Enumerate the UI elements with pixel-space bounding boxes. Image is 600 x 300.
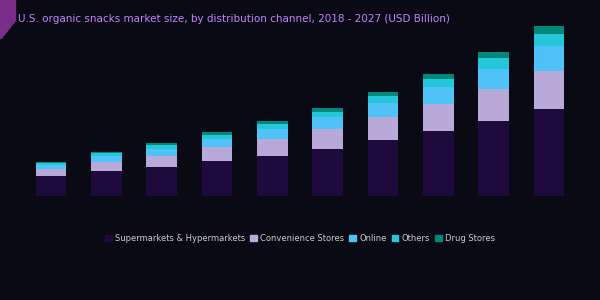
Bar	[202, 161, 232, 196]
Bar	[478, 58, 509, 69]
Bar	[423, 87, 454, 104]
Bar	[313, 148, 343, 196]
Bar	[368, 92, 398, 96]
Polygon shape	[0, 0, 15, 39]
Bar	[478, 52, 509, 58]
Bar	[257, 155, 287, 196]
Bar	[257, 129, 287, 139]
Bar	[91, 162, 122, 171]
Bar	[146, 143, 177, 145]
Bar	[202, 132, 232, 135]
Legend: Supermarkets & Hypermarkets, Convenience Stores, Online, Others, Drug Stores: Supermarkets & Hypermarkets, Convenience…	[101, 230, 499, 246]
Bar	[36, 163, 66, 165]
Bar	[478, 89, 509, 121]
Bar	[91, 156, 122, 162]
Bar	[423, 79, 454, 87]
Bar	[423, 131, 454, 196]
Bar	[313, 117, 343, 129]
Bar	[313, 129, 343, 148]
Bar	[423, 104, 454, 131]
Bar	[313, 112, 343, 117]
Bar	[202, 139, 232, 147]
Bar	[202, 135, 232, 139]
Bar	[478, 121, 509, 196]
Bar	[257, 124, 287, 129]
Bar	[478, 69, 509, 89]
Bar	[91, 171, 122, 196]
Bar	[36, 176, 66, 196]
Bar	[202, 147, 232, 161]
Bar	[91, 153, 122, 156]
Bar	[534, 34, 564, 46]
Bar	[36, 162, 66, 163]
Bar	[534, 109, 564, 196]
Bar	[368, 103, 398, 117]
Bar	[534, 46, 564, 71]
Bar	[423, 74, 454, 79]
Bar	[313, 108, 343, 112]
Bar	[146, 145, 177, 148]
Bar	[368, 96, 398, 103]
Bar	[257, 139, 287, 155]
Bar	[257, 122, 287, 124]
Bar	[91, 152, 122, 153]
Text: U.S. organic snacks market size, by distribution channel, 2018 - 2027 (USD Billi: U.S. organic snacks market size, by dist…	[18, 14, 450, 25]
Bar	[146, 167, 177, 196]
Bar	[36, 169, 66, 176]
Bar	[146, 155, 177, 167]
Bar	[368, 117, 398, 140]
Bar	[534, 71, 564, 109]
Bar	[534, 26, 564, 34]
Bar	[146, 148, 177, 155]
Bar	[36, 165, 66, 169]
Bar	[368, 140, 398, 196]
